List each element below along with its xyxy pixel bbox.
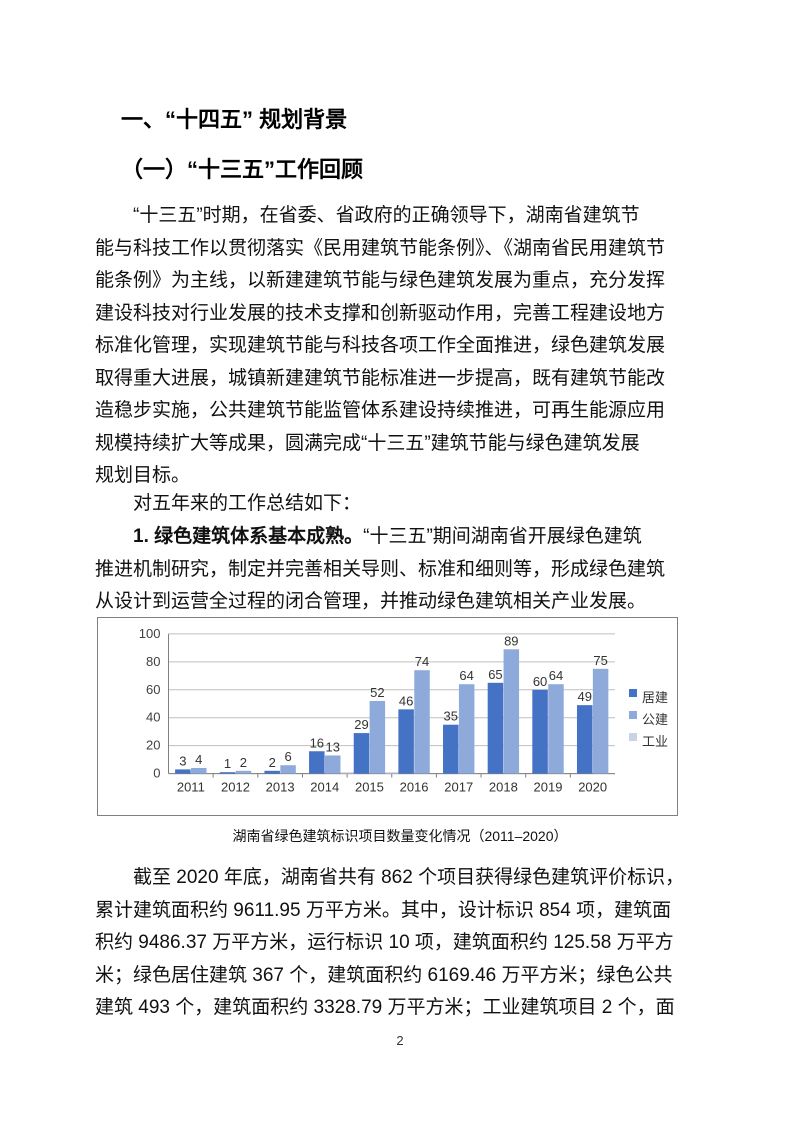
svg-text:64: 64 xyxy=(549,668,563,683)
svg-text:2012: 2012 xyxy=(221,780,250,795)
svg-text:100: 100 xyxy=(139,626,161,641)
svg-text:2013: 2013 xyxy=(266,780,295,795)
svg-text:2017: 2017 xyxy=(444,780,473,795)
svg-text:2011: 2011 xyxy=(177,780,205,795)
svg-text:3: 3 xyxy=(179,753,186,768)
svg-text:49: 49 xyxy=(577,689,591,704)
svg-text:2: 2 xyxy=(269,755,276,770)
svg-text:74: 74 xyxy=(415,654,429,669)
svg-text:64: 64 xyxy=(459,668,473,683)
svg-text:75: 75 xyxy=(593,653,607,668)
svg-text:52: 52 xyxy=(370,685,384,700)
svg-text:65: 65 xyxy=(488,667,502,682)
svg-text:6: 6 xyxy=(284,749,291,764)
svg-text:2014: 2014 xyxy=(310,780,339,795)
svg-text:29: 29 xyxy=(354,717,368,732)
svg-text:35: 35 xyxy=(444,709,458,724)
svg-text:40: 40 xyxy=(146,710,160,725)
svg-text:20: 20 xyxy=(146,738,160,753)
svg-text:2015: 2015 xyxy=(355,780,384,795)
svg-text:1: 1 xyxy=(224,756,231,771)
svg-text:2016: 2016 xyxy=(400,780,429,795)
svg-text:60: 60 xyxy=(146,682,160,697)
svg-text:2020: 2020 xyxy=(578,780,607,795)
svg-text:16: 16 xyxy=(310,735,324,750)
svg-text:4: 4 xyxy=(195,752,202,767)
svg-text:2018: 2018 xyxy=(489,780,518,795)
svg-text:60: 60 xyxy=(533,674,547,689)
svg-text:2019: 2019 xyxy=(534,780,563,795)
svg-text:46: 46 xyxy=(399,693,413,708)
svg-text:0: 0 xyxy=(153,766,160,781)
svg-text:80: 80 xyxy=(146,654,160,669)
svg-text:89: 89 xyxy=(504,633,518,648)
svg-text:13: 13 xyxy=(325,739,339,754)
svg-text:2: 2 xyxy=(240,755,247,770)
